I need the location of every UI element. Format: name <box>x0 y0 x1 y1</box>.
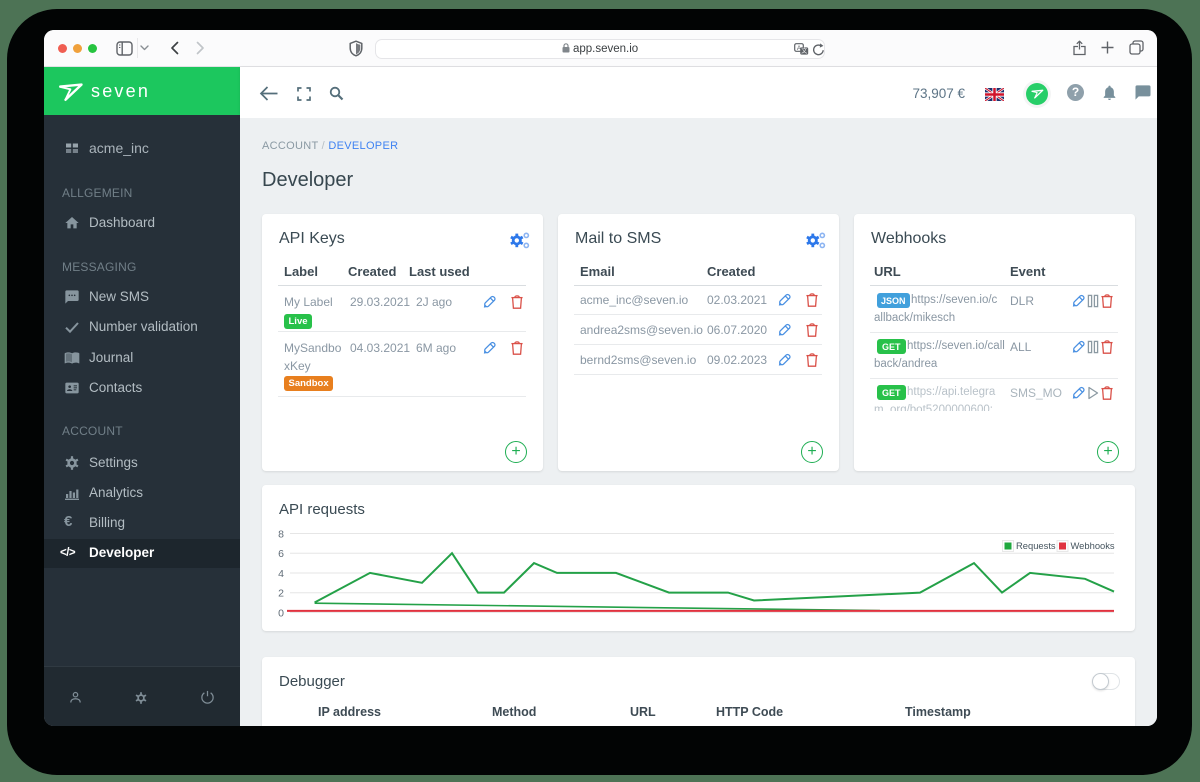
svg-text:8: 8 <box>278 529 284 541</box>
svg-text:6: 6 <box>278 548 284 560</box>
svg-text:2: 2 <box>278 588 284 600</box>
svg-text:Requests: Requests <box>1016 540 1056 551</box>
svg-text:4: 4 <box>278 568 284 580</box>
svg-text:0: 0 <box>278 607 284 619</box>
svg-text:A: A <box>797 45 802 52</box>
svg-text:Webhooks: Webhooks <box>1071 540 1115 551</box>
svg-text:文: 文 <box>801 47 807 55</box>
